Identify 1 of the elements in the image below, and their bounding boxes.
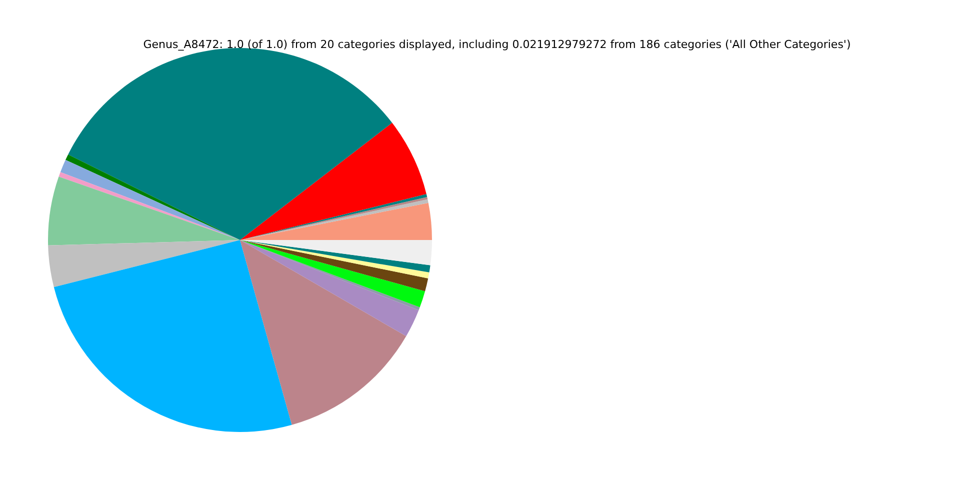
text: Genus_A8472: 1.0 (of 1.0) from 20 categories displayed, including 0.021912979272 from 186 categories ('All Other Categories') [143, 38, 851, 51]
